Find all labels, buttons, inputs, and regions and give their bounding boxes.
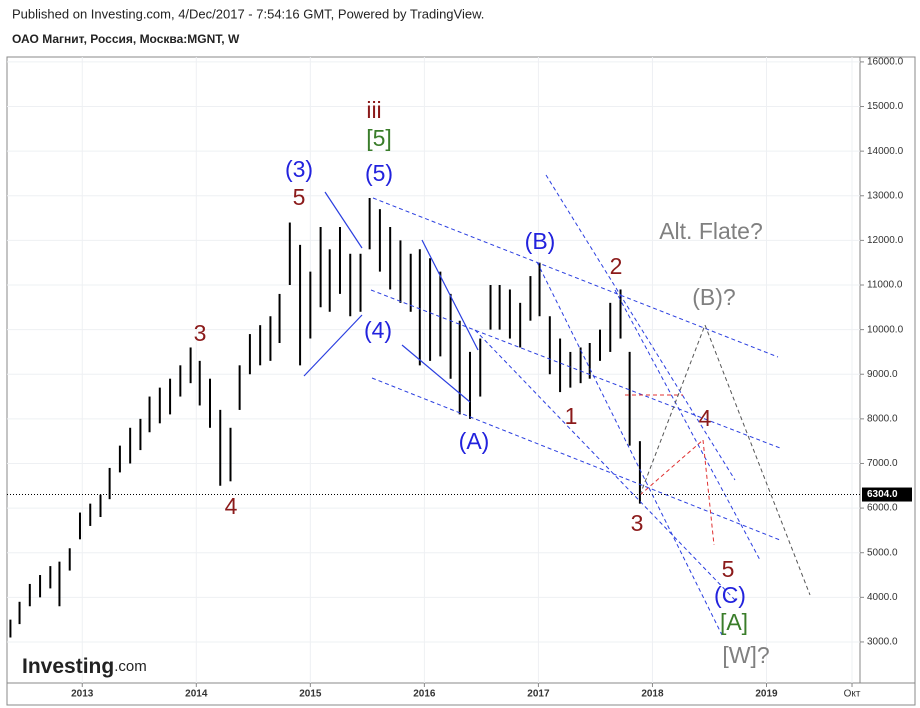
wave-label: 5 <box>293 184 306 210</box>
grid <box>7 57 860 683</box>
y-tick-label: 12000.0 <box>867 235 904 246</box>
y-tick-label: 7000.0 <box>867 458 898 469</box>
y-tick-label: 15000.0 <box>867 101 904 112</box>
x-tick-label: 2013 <box>71 689 94 700</box>
wave-label: 1 <box>565 403 578 429</box>
wave-label: (3) <box>285 156 313 182</box>
alt-path <box>702 439 715 546</box>
wave-label: [A] <box>720 609 748 635</box>
wave-label: 5 <box>722 556 735 582</box>
chart-title: ОАО Магнит, Россия, Москва:MGNT, W <box>12 32 240 46</box>
y-tick-label: 3000.0 <box>867 637 898 648</box>
trend-line <box>536 261 723 636</box>
wave-line <box>401 344 471 403</box>
alt-path <box>639 439 704 496</box>
wave-label: [5] <box>366 125 392 151</box>
wave-line <box>324 191 363 249</box>
wave-label: (A) <box>459 428 490 454</box>
y-tick-label: 4000.0 <box>867 592 898 603</box>
x-tick-label: 2014 <box>185 689 208 700</box>
wave-label: (C) <box>714 582 746 608</box>
wave-label: iii <box>366 97 381 123</box>
y-tick-label: 13000.0 <box>867 190 904 201</box>
x-tick-label: 2018 <box>641 689 664 700</box>
x-tick-label: 2017 <box>527 689 550 700</box>
y-tick-label: 6000.0 <box>867 503 898 514</box>
y-tick-label: 16000.0 <box>867 57 904 68</box>
logo-suffix: .com <box>114 658 147 675</box>
alt-path <box>704 324 811 596</box>
wave-line <box>421 239 479 351</box>
wave-label: 4 <box>699 405 712 431</box>
wave-label: 3 <box>631 510 644 536</box>
y-tick-label: 14000.0 <box>867 146 904 157</box>
trend-line <box>372 197 779 358</box>
x-tick-label: 2019 <box>755 689 778 700</box>
frame <box>6 56 916 706</box>
source: Published on Investing.com, 4/Dec/2017 -… <box>12 6 484 21</box>
wave-labels: iii [5] (3) (5) 5 3 4 (4) (A) (B) 2 1 3 … <box>194 97 770 668</box>
wave-label: Alt. Flate? <box>659 218 763 244</box>
trend-line <box>370 289 781 449</box>
y-tick-label: 9000.0 <box>867 369 898 380</box>
trend-line <box>474 329 736 601</box>
wave-label: 4 <box>225 493 238 519</box>
wave-label: (B) <box>525 228 556 254</box>
logo: Investing.com <box>22 655 147 678</box>
axes: 3000.0 4000.0 5000.0 6000.0 7000.0 8000.0 9000… <box>7 57 912 700</box>
wave-label: [W]? <box>722 642 769 668</box>
wave-label: 3 <box>194 320 207 346</box>
trend-line <box>545 174 736 481</box>
wave-label: (B)? <box>692 284 735 310</box>
x-tick-label: 2016 <box>413 689 436 700</box>
trend-line <box>371 377 781 541</box>
wave-line <box>303 314 363 377</box>
price-bars <box>9 197 641 638</box>
last-price-box <box>862 487 912 502</box>
alt-path <box>639 324 706 496</box>
y-tick-label: 10000.0 <box>867 324 904 335</box>
wave-label: (4) <box>364 317 392 343</box>
y-tick-label: 5000.0 <box>867 547 898 558</box>
x-tick-label: Окт <box>844 689 861 700</box>
y-tick-label: 11000.0 <box>867 280 903 291</box>
wave-label: (5) <box>365 160 393 186</box>
y-tick-label: 8000.0 <box>867 413 898 424</box>
last-price-label: 6304.0 <box>867 489 898 500</box>
x-tick-label: 2015 <box>299 689 322 700</box>
logo-name: Investing <box>22 655 114 678</box>
drawings <box>303 174 811 636</box>
wave-label: 2 <box>610 253 623 279</box>
trend-line <box>614 289 761 561</box>
